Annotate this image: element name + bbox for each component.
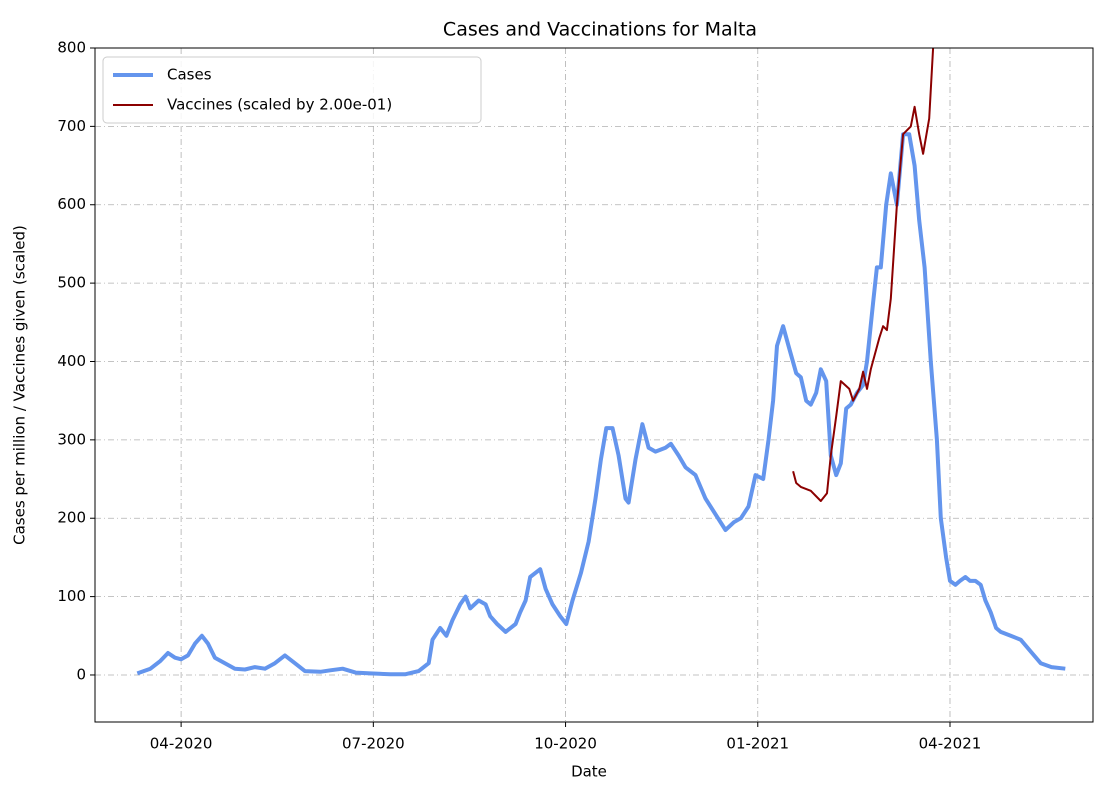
x-tick-label: 01-2021 (726, 735, 789, 753)
y-tick-label: 700 (57, 117, 86, 135)
legend-label: Vaccines (scaled by 2.00e-01) (167, 96, 392, 114)
grid (95, 47, 1093, 722)
x-tick-label: 04-2021 (919, 735, 982, 753)
legend: Cases Vaccines (scaled by 2.00e-01) (102, 56, 482, 124)
y-tick-label: 400 (57, 352, 86, 370)
y-tick-label: 800 (57, 39, 86, 57)
y-tick-label: 100 (57, 587, 86, 605)
y-tick-label: 0 (76, 665, 86, 683)
chart-title: Cases and Vaccinations for Malta (443, 19, 757, 41)
x-axis-label: Date (571, 763, 607, 781)
legend-label: Cases (167, 66, 212, 84)
x-tick-label: 04-2020 (150, 735, 213, 753)
series-line (792, 48, 935, 502)
plot-frame (94, 47, 1094, 723)
x-tick-label: 07-2020 (342, 735, 405, 753)
y-tick-label: 200 (57, 509, 86, 527)
y-axis-label: Cases per million / Vaccines given (scal… (11, 225, 29, 545)
series-line (136, 132, 1066, 677)
x-tick-label: 10-2020 (534, 735, 597, 753)
y-tick-label: 500 (57, 274, 86, 292)
y-tick-label: 300 (57, 430, 86, 448)
plot-area (136, 48, 1066, 677)
y-tick-label: 600 (57, 195, 86, 213)
legend-box (102, 56, 482, 124)
